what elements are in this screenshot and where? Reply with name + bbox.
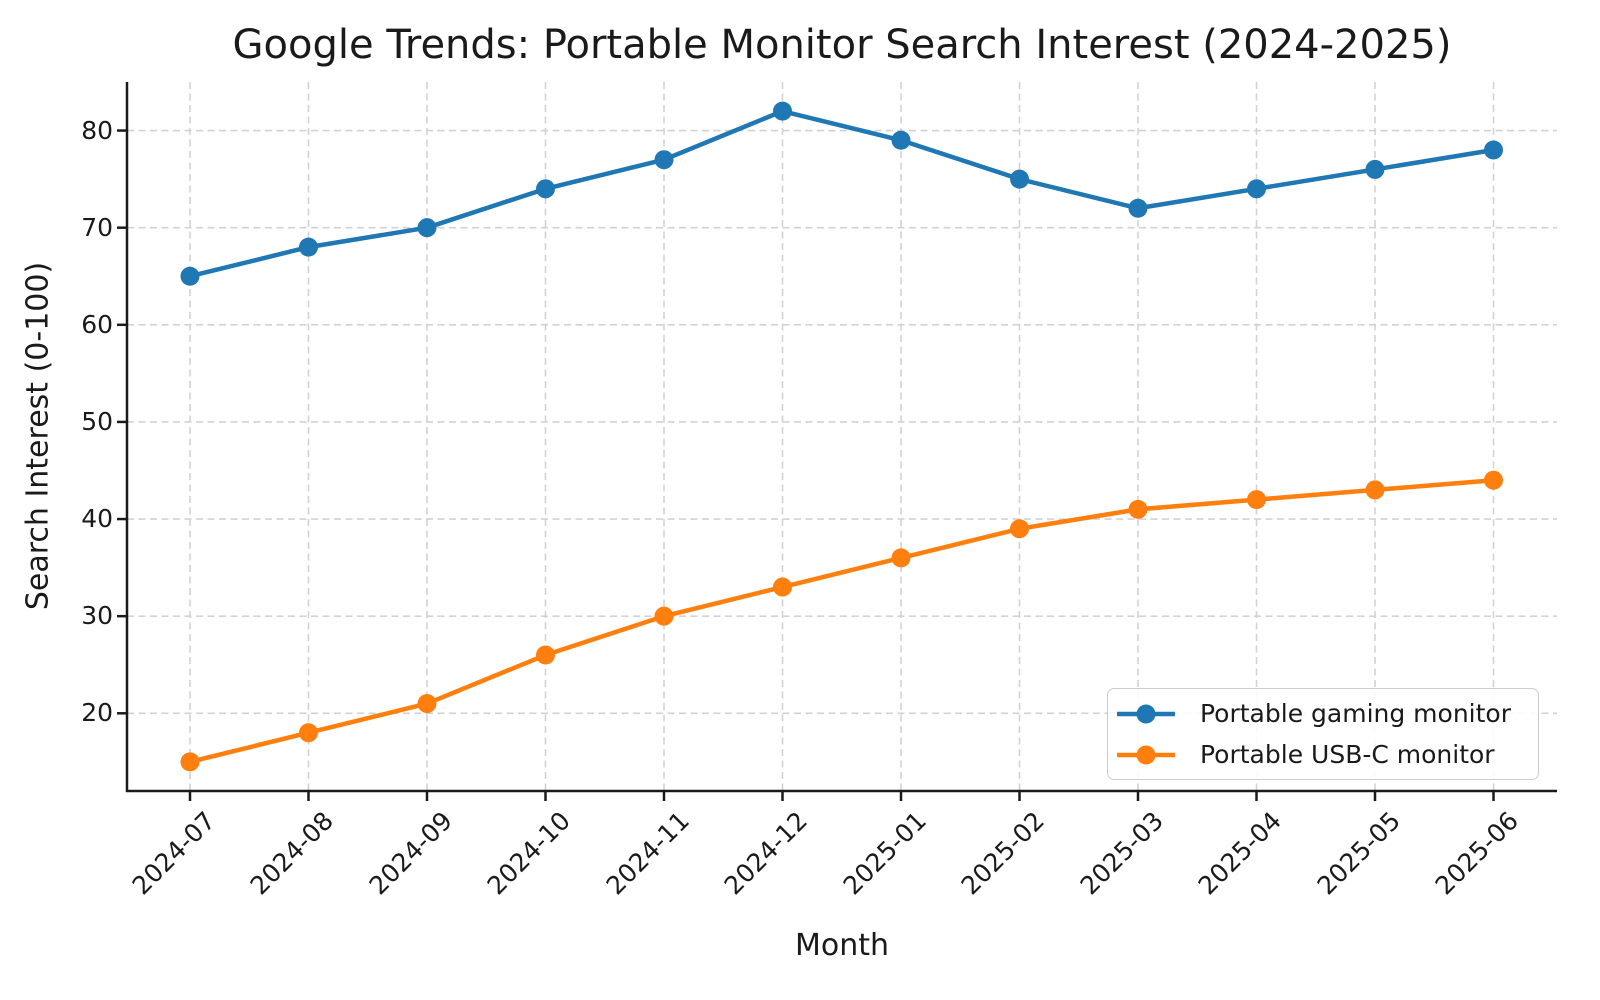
y-tick-label: 80 — [81, 115, 113, 145]
orange-line-marker-icon — [1117, 745, 1175, 764]
legend-item-usbc: Portable USB-C monitor — [1114, 735, 1528, 775]
y-tick-label: 50 — [81, 406, 113, 436]
y-tick-label: 30 — [81, 601, 113, 631]
legend-label-usbc: Portable USB-C monitor — [1200, 740, 1495, 769]
legend-box: Portable gaming monitor Portable USB-C m… — [1107, 688, 1539, 780]
y-tick-label: 60 — [81, 309, 113, 339]
y-tick-label: 20 — [81, 698, 113, 728]
legend-item-gaming: Portable gaming monitor — [1114, 694, 1528, 734]
blue-line-marker-icon — [1117, 704, 1175, 723]
x-axis-title: Month — [794, 928, 890, 963]
chart-title: Google Trends: Portable Monitor Search I… — [232, 22, 1452, 68]
legend-label-gaming: Portable gaming monitor — [1200, 699, 1511, 728]
y-tick-label: 40 — [81, 504, 113, 534]
y-tick-label: 70 — [81, 212, 113, 242]
